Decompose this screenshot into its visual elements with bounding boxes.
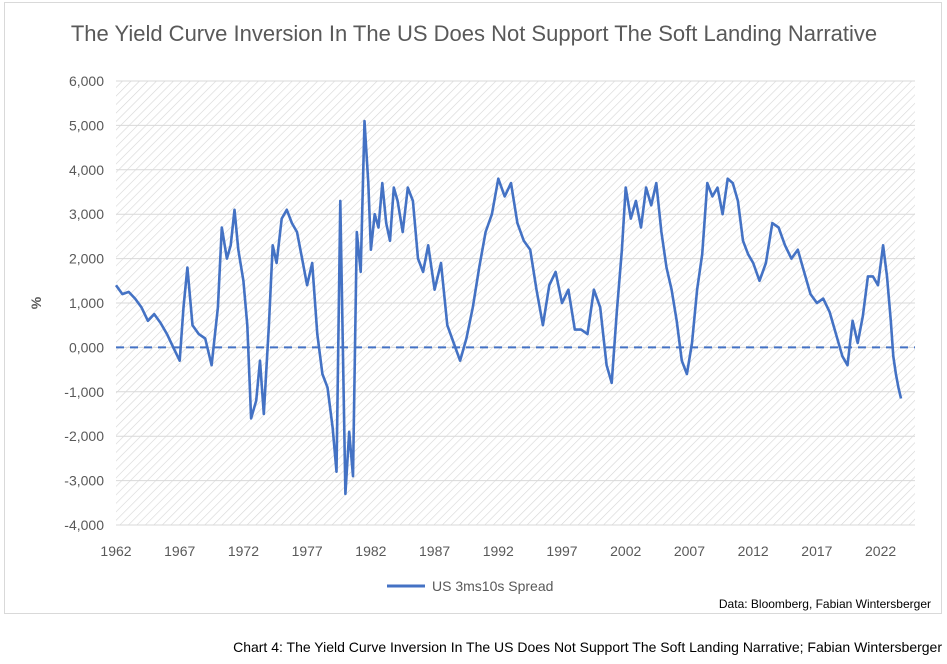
figure-caption: Chart 4: The Yield Curve Inversion In Th…: [233, 639, 942, 655]
legend: US 3ms10s Spread: [387, 578, 553, 594]
x-tick-label: 2017: [801, 543, 832, 559]
chart-frame: The Yield Curve Inversion In The US Does…: [4, 2, 942, 614]
y-tick-label: 1,000: [69, 295, 104, 311]
x-tick-label: 1977: [292, 543, 323, 559]
x-axis-ticks: 1962 1967 1972 1977 1982 1987 1992 1997 2002 2007…: [100, 543, 896, 559]
y-tick-label: 5,000: [69, 117, 104, 133]
data-source: Data: Bloomberg, Fabian Wintersberger: [718, 597, 931, 611]
x-tick-label: 2012: [738, 543, 769, 559]
x-tick-label: 1992: [483, 543, 514, 559]
x-tick-label: 1997: [546, 543, 577, 559]
chart-svg: -4,000 -3,000 -2,000 -1,000 0,000 1,000 2,000 3…: [28, 73, 915, 594]
y-axis-ticks: -4,000 -3,000 -2,000 -1,000 0,000 1,000 2,000 3…: [64, 73, 104, 533]
y-tick-label: -2,000: [64, 428, 104, 444]
x-tick-label: 1987: [419, 543, 450, 559]
y-axis-label: %: [28, 296, 44, 309]
x-tick-label: 1982: [355, 543, 386, 559]
x-tick-label: 1972: [228, 543, 259, 559]
y-tick-label: 6,000: [69, 73, 104, 89]
y-tick-label: 2,000: [69, 251, 104, 267]
series-line-us-3ms10s-spread: [114, 119, 903, 496]
x-tick-label: 2007: [674, 543, 705, 559]
x-tick-label: 1967: [164, 543, 195, 559]
y-tick-label: -3,000: [64, 473, 104, 489]
chart-title: The Yield Curve Inversion In The US Does…: [70, 21, 878, 46]
y-tick-label: 0,000: [69, 339, 104, 355]
y-tick-label: 4,000: [69, 162, 104, 178]
x-tick-label: 2022: [865, 543, 896, 559]
legend-label: US 3ms10s Spread: [432, 578, 553, 594]
y-tick-label: -1,000: [64, 384, 104, 400]
x-tick-label: 1962: [100, 543, 131, 559]
x-tick-label: 2002: [610, 543, 641, 559]
y-tick-label: 3,000: [69, 206, 104, 222]
y-tick-label: -4,000: [64, 517, 104, 533]
